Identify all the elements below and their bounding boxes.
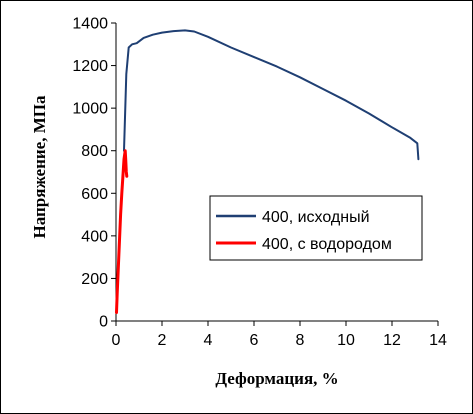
x-tick-label: 4 <box>204 332 213 349</box>
series-line-2 <box>115 149 129 314</box>
y-tick-label: 1000 <box>72 101 108 118</box>
series-line-1 <box>123 29 420 161</box>
y-axis-title: Напряжение, МПа <box>30 95 49 238</box>
x-tick-label: 14 <box>429 332 447 349</box>
y-tick-label: 400 <box>81 228 108 245</box>
y-tick-label: 600 <box>81 186 108 203</box>
x-tick-label: 2 <box>158 332 167 349</box>
legend: 400, исходный 400, с водородом <box>209 195 423 261</box>
y-tick-label: 1200 <box>72 58 108 75</box>
x-axis-title: Деформация, % <box>215 369 338 388</box>
x-tick-label: 8 <box>296 332 305 349</box>
x-tick-label: 0 <box>112 332 121 349</box>
y-tick-label: 200 <box>81 271 108 288</box>
legend-label-series-1: 400, исходный <box>262 209 370 226</box>
x-tick-label: 6 <box>250 332 259 349</box>
y-tick-label: 0 <box>99 314 108 331</box>
x-tick-label: 12 <box>383 332 401 349</box>
x-axis: 0 2 4 6 8 10 12 14 <box>112 320 447 349</box>
legend-label-series-2: 400, с водородом <box>262 236 392 253</box>
y-tick-label: 1400 <box>72 16 108 33</box>
legend-box <box>209 195 423 261</box>
x-tick-label: 10 <box>337 332 355 349</box>
y-axis: 0 200 400 600 800 1000 1200 1400 <box>72 16 117 331</box>
series-lines <box>115 29 420 314</box>
y-tick-label: 800 <box>81 143 108 160</box>
